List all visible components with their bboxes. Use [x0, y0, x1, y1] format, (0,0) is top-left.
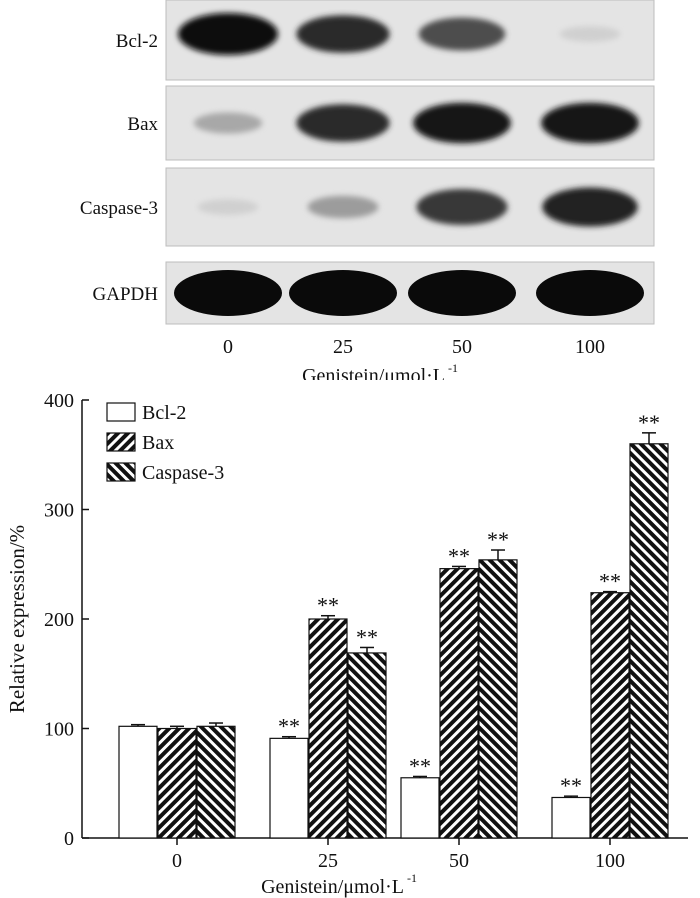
blot-row-label: Bcl-2	[116, 31, 158, 52]
blot-band	[289, 270, 397, 316]
blot-band	[408, 270, 516, 316]
significance-marker: **	[487, 527, 509, 552]
blot-band	[296, 104, 390, 142]
y-axis-label: Relative expression/%	[5, 525, 29, 713]
x-tick-label: 25	[318, 850, 338, 872]
legend-swatch-bcl-2	[106, 402, 136, 422]
y-tick-label: 200	[44, 609, 74, 631]
blot-x-axis-label-sup: -1	[448, 361, 458, 375]
blot-row-bax: Bax	[127, 85, 655, 161]
y-tick-label: 0	[64, 828, 74, 850]
x-tick-label: 100	[595, 850, 625, 872]
significance-marker: **	[356, 624, 378, 649]
bar-bax-100	[590, 592, 630, 839]
blot-row-label: GAPDH	[93, 284, 159, 305]
blot-lane-label: 100	[575, 336, 605, 358]
bar-bax-50	[439, 568, 479, 839]
western-blot-panel: Bcl-2 Bax Caspase-3 GAPDH 0 25 50 100 Genistein/…	[80, 0, 655, 380]
legend-label: Caspase-3	[142, 462, 224, 484]
bar-chart: 0 100 200 300 400 Relative expression/% 0 25 50 1…	[5, 390, 688, 898]
significance-marker: **	[448, 543, 470, 568]
x-tick-label: 50	[449, 850, 469, 872]
y-tick-label: 400	[44, 390, 74, 412]
legend-label: Bcl-2	[142, 402, 186, 424]
blot-band	[413, 102, 511, 144]
significance-marker: **	[599, 569, 621, 594]
blot-lane-label: 0	[223, 336, 233, 358]
blot-row-bcl-2: Bcl-2	[116, 0, 655, 81]
legend: Bcl-2 Bax Caspase-3	[106, 402, 224, 484]
blot-band	[541, 102, 639, 144]
blot-band	[174, 270, 282, 316]
bar-bax-25	[308, 618, 348, 839]
bar-bcl-2-100	[551, 796, 591, 839]
blot-band	[418, 17, 506, 51]
y-tick-label: 300	[44, 500, 74, 522]
x-axis-label-sup: -1	[407, 871, 417, 885]
blot-band	[307, 195, 379, 219]
blot-band	[559, 26, 621, 42]
blot-band	[296, 15, 390, 53]
bar-caspase-3-25	[347, 652, 387, 839]
x-tick-label: 0	[172, 850, 182, 872]
blot-band	[178, 13, 278, 55]
blot-lane-labels: 0 25 50 100	[223, 336, 605, 358]
bar-bcl-2-0	[118, 725, 158, 839]
significance-marker: **	[560, 773, 582, 798]
significance-marker: **	[317, 593, 339, 618]
bar-caspase-3-100	[629, 443, 669, 839]
bar-caspase-3-50	[478, 559, 518, 839]
blot-row-caspase-3: Caspase-3	[80, 167, 655, 247]
significance-marker: **	[638, 410, 660, 435]
legend-swatch-caspase-3	[106, 462, 136, 482]
blot-x-axis-label: Genistein/μmol·L	[302, 365, 445, 380]
bar-bcl-2-25	[269, 737, 309, 839]
blot-lane-label: 50	[452, 336, 472, 358]
bar-bcl-2-50	[400, 777, 440, 839]
bar-bax-0	[157, 727, 197, 839]
legend-label: Bax	[142, 432, 174, 454]
blot-row-label: Caspase-3	[80, 198, 158, 219]
bar-caspase-3-0	[196, 725, 236, 839]
blot-band	[197, 199, 259, 215]
x-axis-label: Genistein/μmol·L	[261, 876, 404, 898]
blot-band	[542, 187, 638, 227]
legend-swatch-bax	[106, 432, 136, 452]
significance-marker: **	[278, 714, 300, 739]
bars: ** ** ** ** ** ** ** ** **	[118, 410, 669, 839]
y-tick-label: 100	[44, 719, 74, 741]
blot-row-gapdh: GAPDH	[93, 261, 655, 325]
blot-band	[536, 270, 644, 316]
significance-marker: **	[409, 753, 431, 778]
blot-row-label: Bax	[127, 114, 158, 135]
blot-band	[416, 189, 508, 225]
blot-band	[193, 112, 263, 134]
blot-lane-label: 25	[333, 336, 353, 358]
